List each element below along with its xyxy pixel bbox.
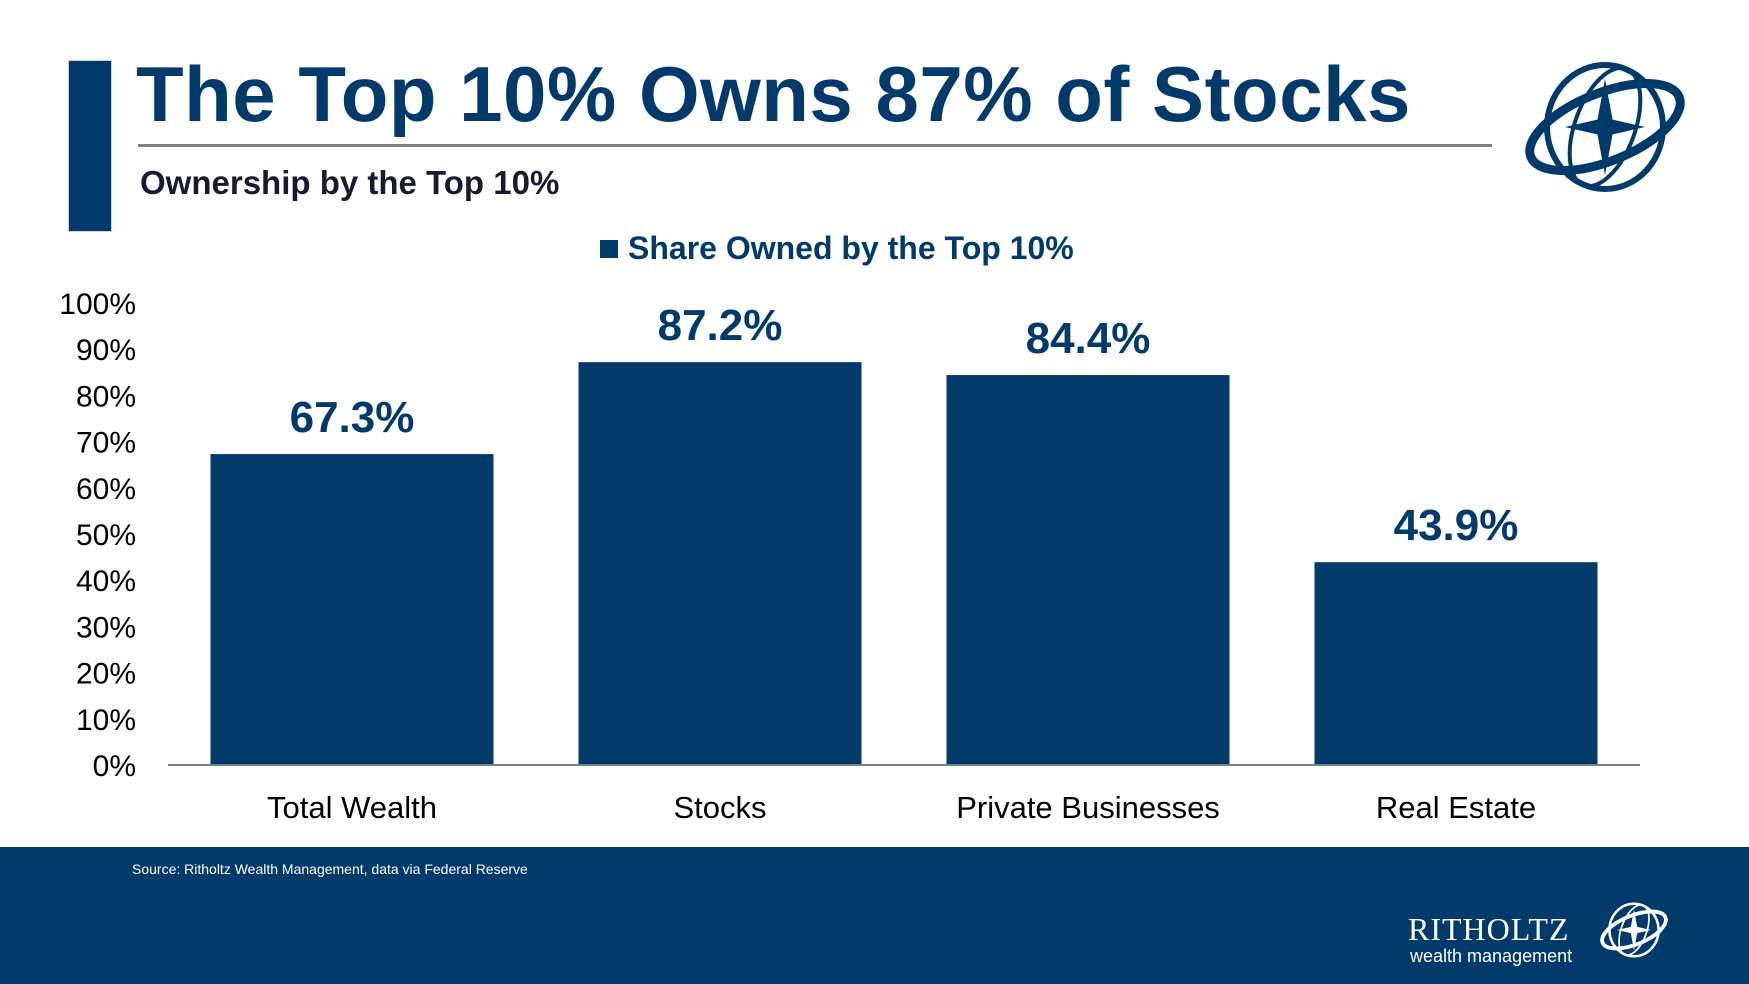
x-category-label: Total Wealth [267, 790, 437, 825]
y-tick-label: 90% [76, 334, 136, 367]
title-divider [138, 144, 1492, 147]
bar-data-label: 43.9% [1394, 501, 1519, 550]
y-tick-label: 60% [76, 473, 136, 506]
legend-label: Share Owned by the Top 10% [628, 230, 1074, 266]
bar [946, 375, 1230, 765]
chart-subtitle: Ownership by the Top 10% [140, 164, 560, 201]
chart-legend: Share Owned by the Top 10% [600, 230, 1074, 267]
bar [210, 454, 494, 765]
brand-tagline: wealth management [1410, 946, 1573, 966]
bar-data-label: 87.2% [658, 301, 783, 350]
source-note: Source: Ritholtz Wealth Management, data… [132, 861, 528, 877]
y-tick-label: 30% [76, 611, 136, 644]
x-category-label: Private Businesses [956, 790, 1220, 825]
y-tick-label: 70% [76, 427, 136, 460]
legend-swatch [600, 239, 618, 258]
bar-chart: 0% 10% 20% 30% 40% 50% 60% 70% 80% 90% 100% 67.3% To… [59, 288, 1640, 825]
y-tick-label: 0% [93, 750, 136, 783]
bar-data-label: 84.4% [1026, 314, 1151, 363]
brand-wordmark: RITHOLTZ wealth management [1408, 913, 1572, 965]
x-category-label: Stocks [673, 790, 766, 825]
compass-globe-icon [1600, 902, 1668, 958]
title-accent-bar [68, 60, 112, 232]
footer-band: Source: Ritholtz Wealth Management, data… [0, 847, 1749, 984]
page-title: The Top 10% Owns 87% of Stocks [136, 50, 1411, 138]
x-category-label: Real Estate [1376, 790, 1536, 825]
bar [1314, 562, 1598, 765]
compass-globe-icon [1525, 62, 1685, 192]
bar-data-label: 67.3% [290, 393, 415, 442]
brand-name: RITHOLTZ [1408, 911, 1570, 947]
y-tick-label: 40% [76, 565, 136, 598]
y-tick-label: 10% [76, 704, 136, 737]
bar [578, 362, 862, 765]
y-tick-label: 80% [76, 380, 136, 413]
y-tick-label: 50% [76, 519, 136, 552]
y-tick-label: 20% [76, 658, 136, 691]
y-tick-label: 100% [59, 288, 136, 321]
